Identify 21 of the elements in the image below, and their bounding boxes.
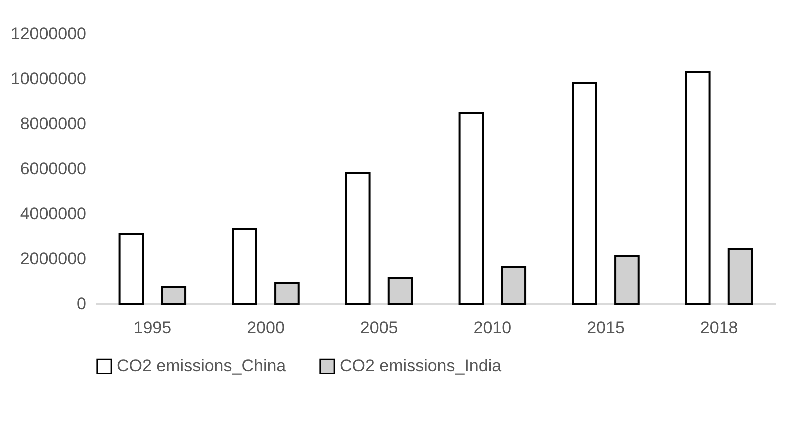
y-tick-label: 10000000 (10, 70, 86, 88)
y-tick-label: 6000000 (20, 160, 86, 178)
y-tick-label: 12000000 (10, 24, 86, 44)
y-tick-label: 0 (77, 294, 86, 314)
bar (118, 233, 144, 305)
x-tick-label: 1995 (134, 318, 172, 338)
bar (572, 82, 598, 305)
x-tick-label: 2018 (700, 318, 738, 338)
x-tick-label: 2010 (474, 318, 512, 338)
y-tick-label: 8000000 (20, 114, 86, 134)
y-tick-label: 2000000 (20, 250, 86, 268)
y-tick-label: 4000000 (20, 204, 86, 224)
legend-label: CO2 emissions_India (340, 356, 502, 376)
bar (685, 71, 711, 305)
x-tick-label: 2000 (247, 318, 285, 338)
legend-label: CO2 emissions_China (117, 356, 287, 376)
x-tick-label: 2005 (360, 318, 398, 338)
bar (345, 172, 371, 305)
x-tick-label: 2015 (587, 318, 625, 338)
bar (458, 112, 484, 305)
bar (232, 228, 258, 305)
